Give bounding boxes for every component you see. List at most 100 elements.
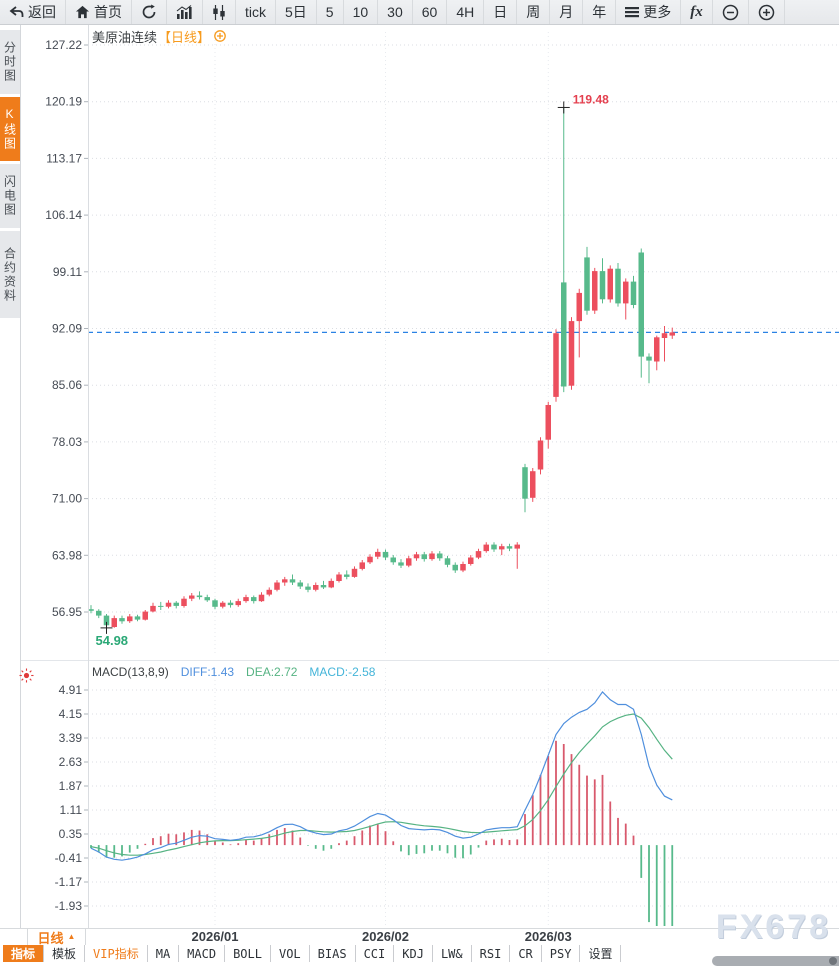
svg-text:127.22: 127.22 [45, 38, 82, 52]
interval-30m-button[interactable]: 30 [378, 0, 413, 24]
tab-rsi[interactable]: RSI [472, 945, 511, 962]
panel-separator [21, 660, 839, 661]
5m-label: 5 [325, 4, 334, 20]
x-axis-row: 日线 ▲ 2026/01 2026/02 2026/03 [0, 928, 839, 946]
refresh-button[interactable] [132, 0, 167, 24]
tab-vip-indicator[interactable]: VIP指标 [85, 945, 148, 962]
period-tag: 【日线】 [158, 29, 211, 45]
tab-macd[interactable]: MACD [179, 945, 226, 962]
interval-month-button[interactable]: 月 [550, 0, 584, 24]
indicator-tab-bar: 指标 模板 VIP指标 MA MACD BOLL VOL BIAS CCI KD… [0, 945, 839, 966]
home-button[interactable]: 首页 [66, 0, 132, 24]
tab-ma[interactable]: MA [148, 945, 180, 962]
tab-boll[interactable]: BOLL [225, 945, 271, 962]
svg-text:113.17: 113.17 [46, 151, 82, 165]
sidebar-tab-timeshare[interactable]: 分时图 [0, 30, 20, 94]
10m-label: 10 [352, 4, 369, 20]
x-axis-label: 2026/01 [191, 929, 239, 944]
macd-macd-value: MACD:-2.58 [309, 665, 376, 679]
macd-params: MACD(13,8,9) [92, 665, 169, 679]
back-button[interactable]: 返回 [0, 0, 66, 24]
more-label: 更多 [643, 4, 672, 20]
x-axis-label: 2026/02 [362, 929, 409, 944]
interval-day-button[interactable]: 日 [484, 0, 518, 24]
svg-text:85.06: 85.06 [52, 378, 82, 392]
back-icon [9, 5, 24, 19]
interval-4h-button[interactable]: 4H [447, 0, 485, 24]
tab-bias[interactable]: BIAS [310, 945, 356, 962]
month-label: 月 [559, 4, 574, 20]
period-selector[interactable]: 日线 ▲ [27, 929, 86, 946]
4h-label: 4H [456, 4, 475, 20]
tab-template[interactable]: 模板 [44, 945, 86, 962]
interval-60m-button[interactable]: 60 [413, 0, 448, 24]
home-icon [75, 5, 90, 19]
home-label: 首页 [94, 4, 122, 20]
indicator-fx-button[interactable]: fx [681, 0, 713, 24]
svg-text:120.19: 120.19 [45, 95, 82, 109]
tab-cci[interactable]: CCI [356, 945, 395, 962]
macd-panel[interactable]: 4.91 4.15 3.39 2.63 1.87 1.11 0.35 -0.41 -1.17 -1… [0, 662, 839, 928]
tab-kdj[interactable]: KDJ [394, 945, 433, 962]
svg-text:54.98: 54.98 [96, 633, 129, 648]
more-button[interactable]: 更多 [616, 0, 682, 24]
zoom-out-button[interactable] [713, 0, 749, 24]
triangle-up-icon: ▲ [67, 932, 76, 941]
interval-week-button[interactable]: 周 [517, 0, 551, 24]
interval-year-button[interactable]: 年 [583, 0, 617, 24]
bar-chart-icon [176, 4, 193, 20]
candlestick-button[interactable] [203, 0, 236, 24]
macd-header: MACD(13,8,9) DIFF:1.43 DEA:2.72 MACD:-2.… [92, 665, 375, 679]
5d-label: 5日 [285, 4, 307, 20]
zoom-in-icon [758, 4, 775, 21]
candlestick-chart[interactable]: 127.22 120.19 113.17 106.14 99.11 92.09 85.06 7… [0, 25, 839, 662]
top-toolbar: 返回 首页 tick 5日 5 10 30 60 4H 日 周 月 年 更多 f… [0, 0, 839, 25]
period-label: 日线 [37, 930, 64, 946]
svg-text:78.03: 78.03 [52, 435, 82, 449]
svg-text:1.87: 1.87 [59, 779, 83, 793]
tab-cr[interactable]: CR [510, 945, 542, 962]
svg-text:-1.17: -1.17 [55, 875, 83, 889]
svg-text:4.15: 4.15 [59, 707, 83, 721]
interval-10m-button[interactable]: 10 [344, 0, 379, 24]
fx-icon: fx [690, 3, 703, 20]
watermark: FX678 [715, 908, 831, 946]
symbol-name: 美原油连续 [92, 29, 158, 45]
x-axis-label: 2026/03 [524, 929, 572, 944]
tab-lwr[interactable]: LW& [433, 945, 472, 962]
candlestick-icon [212, 4, 226, 20]
tab-indicator[interactable]: 指标 [3, 945, 45, 962]
tick-label: tick [245, 4, 266, 20]
svg-text:119.48: 119.48 [573, 92, 609, 106]
refresh-icon [141, 4, 157, 20]
svg-text:56.95: 56.95 [52, 605, 82, 619]
chart-type-sidebar: 分时图 K线图 闪电图 合约资料 [0, 25, 21, 945]
svg-text:0.35: 0.35 [59, 827, 83, 841]
svg-text:-0.41: -0.41 [55, 851, 83, 865]
bar-chart-button[interactable] [167, 0, 203, 24]
interval-5m-button[interactable]: 5 [317, 0, 344, 24]
tab-vol[interactable]: VOL [271, 945, 310, 962]
sidebar-tab-lightning[interactable]: 闪电图 [0, 164, 20, 228]
horizontal-scrollbar-thumb[interactable] [712, 956, 839, 966]
zoom-in-button[interactable] [749, 0, 785, 24]
interval-5d-button[interactable]: 5日 [276, 0, 317, 24]
indicator-settings-icon[interactable] [19, 668, 34, 688]
tab-settings[interactable]: 设置 [580, 945, 622, 962]
zoom-out-icon [722, 4, 739, 21]
back-label: 返回 [28, 4, 56, 20]
menu-icon [625, 6, 640, 18]
svg-text:99.11: 99.11 [53, 265, 82, 279]
svg-text:92.09: 92.09 [52, 322, 82, 336]
tab-psy[interactable]: PSY [542, 945, 581, 962]
interval-tick-button[interactable]: tick [236, 0, 276, 24]
day-label: 日 [493, 4, 508, 20]
macd-dea-value: DEA:2.72 [246, 665, 298, 679]
week-label: 周 [526, 4, 541, 20]
sidebar-tab-contract-info[interactable]: 合约资料 [0, 231, 20, 318]
svg-text:-1.93: -1.93 [55, 899, 83, 913]
svg-text:63.98: 63.98 [52, 548, 82, 562]
add-compare-icon[interactable] [214, 30, 226, 42]
sidebar-tab-kline[interactable]: K线图 [0, 97, 20, 161]
